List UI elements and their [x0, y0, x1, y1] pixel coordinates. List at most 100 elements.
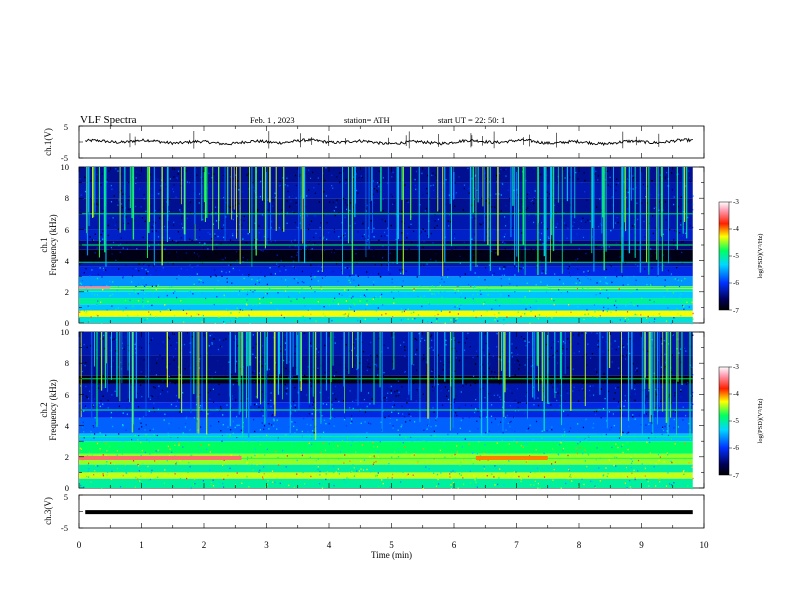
spec-speckle: [450, 338, 452, 341]
spec-speckle: [323, 419, 325, 421]
spec-speckle: [143, 198, 145, 200]
spec-speckle: [542, 390, 545, 393]
spec-speckle: [383, 384, 385, 386]
spec-speckle: [299, 484, 301, 486]
spec-speckle: [660, 366, 662, 368]
spec-speckle: [491, 308, 493, 310]
spec-speckle: [368, 363, 370, 365]
spec-speckle: [103, 449, 105, 451]
spec-speckle: [269, 267, 271, 269]
spec-speckle: [437, 313, 439, 316]
spec-speckle: [94, 252, 96, 254]
spec-speckle: [525, 344, 527, 347]
spec-speckle: [673, 381, 675, 383]
spec-speckle: [196, 174, 198, 176]
spec-speckle: [352, 400, 354, 403]
spec-speckle: [259, 429, 261, 431]
spec-speckle: [115, 339, 117, 341]
spec-speckle: [642, 348, 644, 351]
spec-speckle: [258, 471, 260, 473]
spec-speckle: [510, 485, 512, 488]
spec-speckle: [427, 174, 429, 177]
spec-speckle: [167, 336, 170, 339]
spec-speckle: [529, 306, 532, 309]
spec-speckle: [86, 475, 88, 478]
spec-speckle: [256, 463, 258, 466]
spec-speckle: [553, 204, 556, 206]
spec-speckle: [633, 440, 635, 443]
spec-speckle: [460, 380, 462, 382]
spec-speckle: [513, 471, 515, 473]
spec-speckle: [308, 169, 310, 171]
spec-speckle: [224, 461, 226, 463]
spec-speckle: [566, 390, 568, 392]
spec-speckle: [401, 405, 403, 407]
spec-speckle: [690, 367, 692, 369]
spec-speckle: [645, 332, 647, 334]
spec-speckle: [464, 404, 467, 406]
spec-speckle: [403, 251, 406, 253]
spec-speckle: [662, 426, 664, 428]
spec-speckle: [648, 321, 650, 324]
spec-speckle: [401, 311, 403, 313]
spec-speckle: [494, 465, 496, 467]
spec-speckle: [356, 470, 358, 472]
spec-speckle: [477, 428, 479, 430]
spec-speckle: [626, 167, 628, 169]
spec-speckle: [273, 419, 275, 422]
spec-speckle: [599, 280, 601, 283]
spec-speckle: [611, 196, 613, 198]
spec-speckle: [166, 294, 168, 297]
spec-speckle: [286, 393, 288, 395]
spec-speckle: [508, 295, 510, 298]
spec-speckle: [510, 420, 512, 423]
spec-speckle: [150, 187, 153, 190]
spec-speckle: [274, 240, 276, 242]
spec-speckle: [274, 481, 276, 484]
spec-speckle: [90, 480, 92, 482]
spec-speckle: [207, 231, 209, 234]
spec-speckle: [165, 210, 167, 212]
spec-speckle: [394, 333, 396, 336]
spec-speckle: [346, 437, 348, 439]
spec-speckle: [542, 485, 544, 487]
spec-speckle: [232, 240, 234, 242]
spec-speckle: [412, 318, 414, 320]
spec-speckle: [494, 206, 496, 208]
spec-speckle: [312, 430, 314, 432]
spec-speckle: [325, 167, 327, 169]
spec-speckle: [116, 467, 119, 470]
spec-speckle: [473, 233, 476, 235]
spec-speckle: [139, 425, 141, 427]
spec-speckle: [150, 339, 152, 341]
spec-speckle: [634, 313, 636, 316]
spec-speckle: [293, 377, 295, 379]
spec-speckle: [188, 435, 190, 437]
spec-speckle: [584, 460, 586, 462]
spec-speckle: [692, 391, 694, 394]
spec-speckle: [351, 470, 353, 473]
spec-speckle: [79, 403, 81, 405]
spec-speckle: [692, 374, 694, 376]
spec-speckle: [592, 481, 594, 483]
spec-speckle: [571, 480, 573, 482]
spec-speckle: [85, 312, 87, 314]
spec-speckle: [413, 454, 415, 456]
spec-speckle: [236, 259, 238, 262]
spec-speckle: [102, 267, 105, 269]
spec-speckle: [620, 250, 622, 252]
spec-speckle: [312, 274, 314, 276]
spec-speckle: [196, 273, 198, 275]
spec-speckle: [430, 185, 432, 187]
spec-speckle: [345, 344, 347, 346]
spec-speckle: [564, 177, 566, 179]
spec-speckle: [328, 258, 330, 260]
spec-speckle: [595, 170, 597, 172]
spec-speckle: [433, 316, 435, 319]
spec-speckle: [344, 199, 346, 201]
spec-speckle: [558, 289, 560, 291]
spec-speckle: [386, 399, 388, 402]
spec-speckle: [235, 317, 237, 319]
spec-speckle: [634, 399, 636, 402]
spec-speckle: [268, 428, 270, 430]
